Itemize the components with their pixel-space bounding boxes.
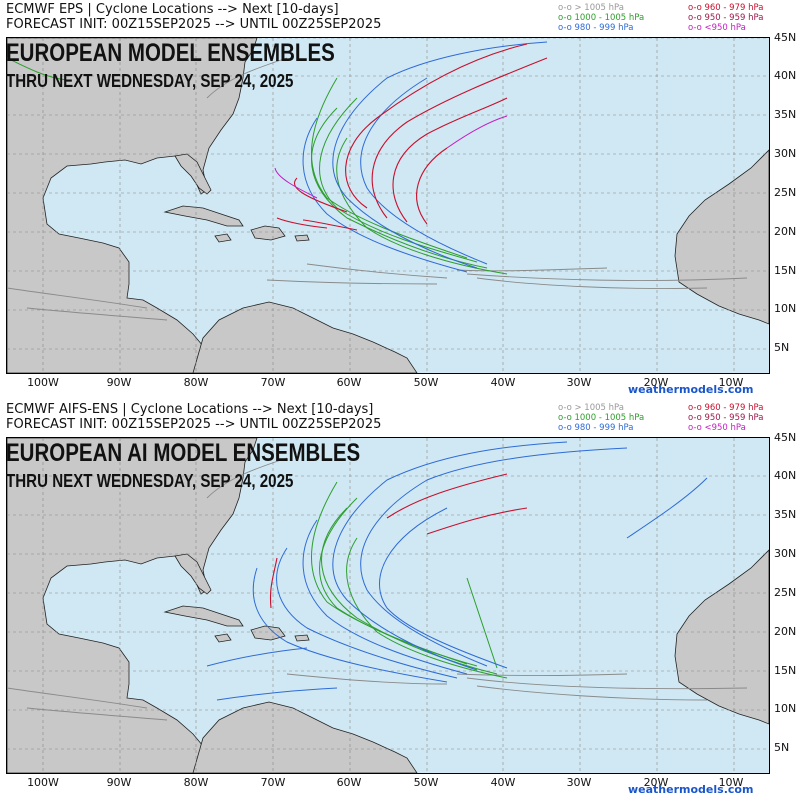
tracks-weak [7,57,748,321]
panel-header-model: ECMWF EPS | Cyclone Locations --> Next [… [6,2,339,17]
lon-label: 100W [27,776,59,789]
land-hispaniola [250,625,286,641]
land-jamaica [214,233,232,243]
lon-label: 50W [413,776,439,789]
legend-item: o-o <950 hPa [688,423,746,433]
lat-label: 25N [774,586,797,599]
land-puerto-rico [294,234,310,242]
lat-label: 10N [774,702,797,715]
lat-label: 45N [774,431,797,444]
lon-label: 30W [566,776,592,789]
tracks-blue [302,41,548,273]
watermark-link[interactable]: weathermodels.com [628,383,754,396]
map-svg [7,38,769,373]
legend-left: o-o > 1005 hPa o-o 1000 - 1005 hPa o-o 9… [558,403,644,433]
lon-label: 80W [183,376,209,389]
legend-item: o-o 950 - 959 hPa [688,413,764,423]
lat-label: 10N [774,302,797,315]
lat-label: 5N [774,341,790,354]
land-south-america [192,301,418,373]
lat-label: 25N [774,186,797,199]
graticule [7,38,769,373]
lon-label: 70W [260,376,286,389]
lat-label: 15N [774,664,797,677]
aifs-panel: ECMWF AIFS-ENS | Cyclone Locations --> N… [0,400,800,798]
lat-label: 40N [774,69,797,82]
lon-label: 40W [490,776,516,789]
land-puerto-rico [294,634,310,642]
land-florida [174,553,212,595]
land-hispaniola [250,225,286,241]
map-svg [7,438,769,773]
map-subtitle: THRU NEXT WEDNESDAY, SEP 24, 2025 [6,71,294,91]
lat-label: 30N [774,547,797,560]
tracks-magenta [274,115,508,199]
legend-item: o-o <950 hPa [688,23,746,33]
legend-item: o-o 1000 - 1005 hPa [558,413,645,423]
lat-label: 35N [774,508,797,521]
land-jamaica [214,633,232,643]
tracks-blue [206,441,708,701]
legend-item: o-o 960 - 979 hPa [688,3,764,13]
panel-header-init: FORECAST INIT: 00Z15SEP2025 --> UNTIL 00… [6,17,382,32]
lon-label: 30W [566,376,592,389]
lon-label: 90W [106,376,132,389]
watermark-link[interactable]: weathermodels.com [628,783,754,796]
legend-right: o-o 960 - 979 hPa o-o 950 - 959 hPa o-o … [688,3,763,33]
land-north-america [7,38,258,373]
legend-item: o-o 960 - 979 hPa [688,403,764,413]
graticule [7,438,769,773]
legend-item: o-o 980 - 999 hPa [558,23,634,33]
tracks-red [269,473,528,609]
atlantic-map [6,437,770,774]
lat-label: 20N [774,625,797,638]
map-title: EUROPEAN AI MODEL ENSEMBLES [6,439,361,467]
lat-label: 30N [774,147,797,160]
lon-label: 20W [643,776,669,789]
eps-panel: ECMWF EPS | Cyclone Locations --> Next [… [0,0,800,398]
lon-label: 10W [718,376,744,389]
legend-item: o-o 950 - 959 hPa [688,13,764,23]
atlantic-map [6,37,770,374]
map-subtitle: THRU NEXT WEDNESDAY, SEP 24, 2025 [6,471,294,491]
legend-item: o-o 980 - 999 hPa [558,423,634,433]
lon-label: 60W [336,376,362,389]
land-florida [174,153,212,195]
lat-label: 45N [774,31,797,44]
lon-label: 100W [27,376,59,389]
land-africa [674,549,769,725]
lon-label: 20W [643,376,669,389]
legend-right: o-o 960 - 979 hPa o-o 950 - 959 hPa o-o … [688,403,763,433]
land-africa [674,149,769,325]
lon-label: 80W [183,776,209,789]
lon-label: 10W [718,776,744,789]
panel-header-init: FORECAST INIT: 00Z15SEP2025 --> UNTIL 00… [6,417,382,432]
lat-label: 20N [774,225,797,238]
panel-header-model: ECMWF AIFS-ENS | Cyclone Locations --> N… [6,402,374,417]
land-north-america [7,438,258,773]
legend-item: o-o > 1005 hPa [558,403,624,413]
lat-label: 5N [774,741,790,754]
tracks-red [276,43,548,231]
lon-label: 70W [260,776,286,789]
lat-label: 35N [774,108,797,121]
legend-item: o-o > 1005 hPa [558,3,624,13]
legend-item: o-o 1000 - 1005 hPa [558,13,645,23]
lon-label: 60W [336,776,362,789]
lat-label: 15N [774,264,797,277]
land-south-america [192,701,418,773]
lat-label: 40N [774,469,797,482]
lon-label: 40W [490,376,516,389]
lon-label: 90W [106,776,132,789]
lon-label: 50W [413,376,439,389]
tracks-weak [7,457,748,721]
legend-left: o-o > 1005 hPa o-o 1000 - 1005 hPa o-o 9… [558,3,644,33]
map-title: EUROPEAN MODEL ENSEMBLES [6,39,335,67]
